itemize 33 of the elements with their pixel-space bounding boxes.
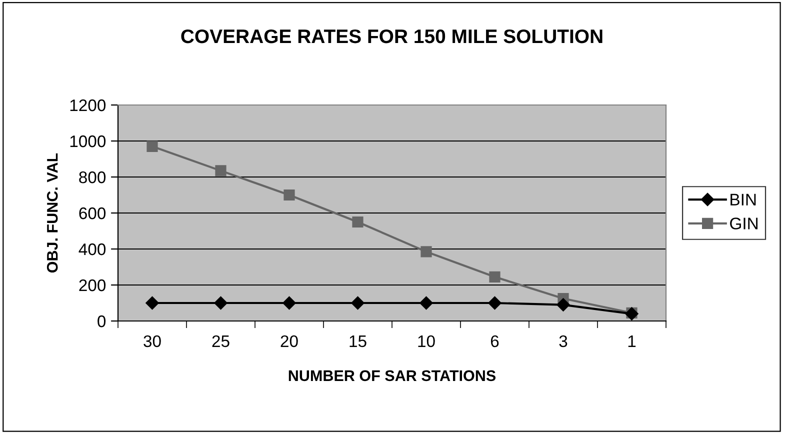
point xyxy=(420,296,433,310)
point xyxy=(214,296,228,310)
x-axis-title: NUMBER OF SAR STATIONS xyxy=(288,370,496,382)
x-tick-label: 15 xyxy=(350,336,366,348)
point xyxy=(556,298,570,312)
x-tick-label: 1 xyxy=(628,336,636,347)
y-tick-label: 600 xyxy=(79,207,106,220)
y-tick-label: 1200 xyxy=(70,99,106,112)
point xyxy=(215,165,226,176)
point xyxy=(351,296,364,310)
legend-label: GIN xyxy=(730,218,758,230)
point xyxy=(284,189,295,201)
x-tick-label: 10 xyxy=(418,335,435,348)
y-tick-label: 0 xyxy=(98,315,106,328)
x-tick-label: 25 xyxy=(212,335,230,348)
point xyxy=(146,296,159,310)
y-tick-label: 200 xyxy=(79,279,106,292)
legend-label: BIN xyxy=(730,194,756,206)
x-tick-label: 30 xyxy=(144,335,161,348)
point xyxy=(489,271,500,282)
y-tick-label: 800 xyxy=(79,171,106,184)
x-tick-label: 6 xyxy=(490,335,499,348)
point xyxy=(282,296,296,310)
y-axis-title: OBJ. FUNC. VAL xyxy=(46,153,58,272)
point xyxy=(488,296,502,310)
point xyxy=(146,140,158,152)
x-tick-label: 20 xyxy=(280,335,298,348)
point xyxy=(420,246,432,258)
y-tick-label: 400 xyxy=(78,243,106,256)
y-tick-label: 1000 xyxy=(70,135,106,148)
chart-title: COVERAGE RATES FOR 150 MILE SOLUTION xyxy=(181,29,602,44)
point xyxy=(352,216,364,228)
x-tick-label: 3 xyxy=(559,335,568,348)
